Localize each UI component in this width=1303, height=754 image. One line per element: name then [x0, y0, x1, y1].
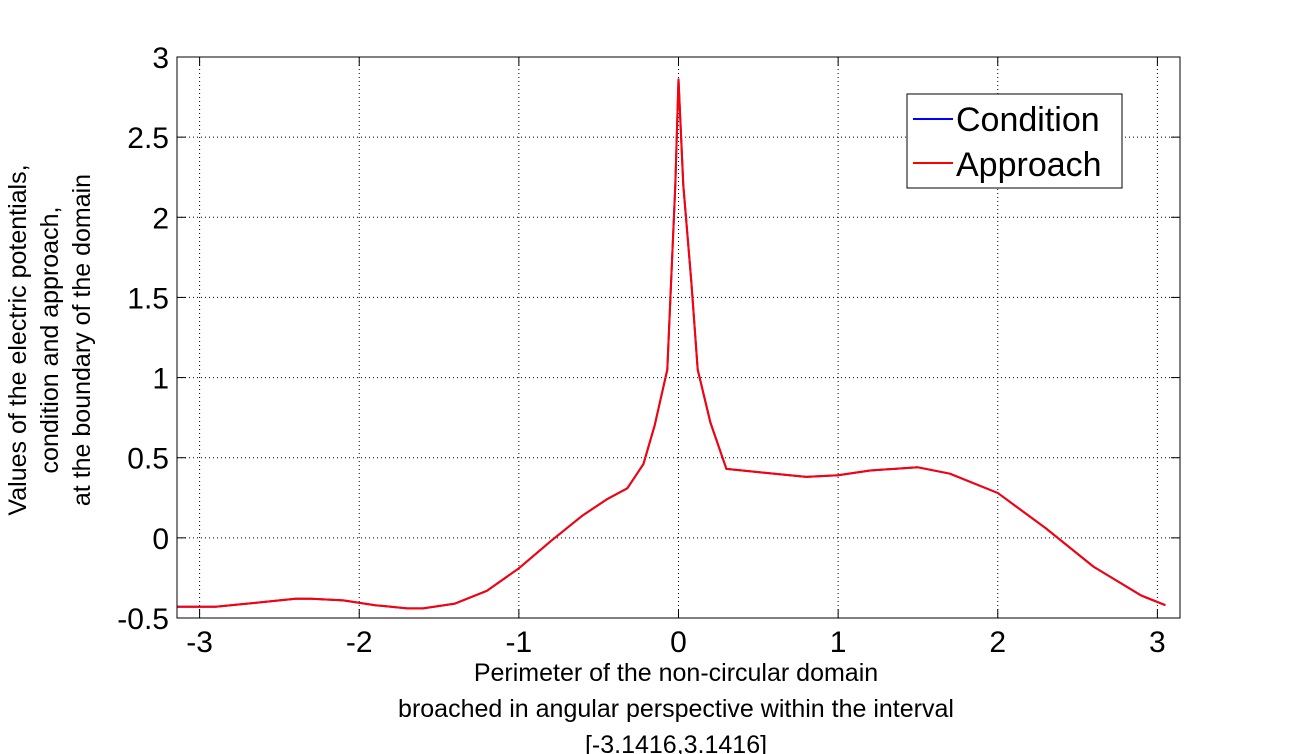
x-axis-label: Perimeter of the non-circular domain bro…: [398, 659, 954, 754]
x-tick-label: 1: [830, 626, 847, 659]
x-tick-label: 2: [989, 626, 1006, 659]
y-tick-label: 2.5: [127, 122, 169, 155]
y-axis-label: Values of the electric potentials, condi…: [4, 164, 96, 515]
x-axis-label-line-2: broached in angular perspective within t…: [398, 695, 954, 723]
x-tick-labels: -3 -2 -1 0 1 2 3: [186, 626, 1165, 659]
legend-label-condition: Condition: [956, 101, 1100, 139]
grid-lines: [177, 56, 1180, 619]
y-tick-label: 3: [152, 42, 169, 75]
x-tick-label: -3: [186, 626, 213, 659]
legend: Condition Approach: [906, 93, 1123, 189]
y-tick-label: 0: [152, 523, 169, 556]
legend-box: [906, 93, 1123, 189]
y-axis-label-line-3: at the boundary of the domain: [68, 174, 96, 506]
x-tick-label: -1: [506, 626, 533, 659]
x-axis-label-line-3: [-3.1416,3.1416]: [585, 731, 767, 754]
x-tick-label: -2: [346, 626, 373, 659]
y-tick-label: -0.5: [117, 603, 169, 636]
y-tick-label: 1: [152, 363, 169, 396]
x-tick-label: 0: [670, 626, 687, 659]
legend-label-approach: Approach: [956, 146, 1102, 184]
y-tick-labels: -0.5 0 0.5 1 1.5 2 2.5 3: [117, 42, 169, 636]
y-tick-label: 0.5: [127, 443, 169, 476]
x-axis-label-line-1: Perimeter of the non-circular domain: [474, 659, 878, 687]
axis-ticks: [177, 56, 1180, 619]
y-axis-label-line-1: Values of the electric potentials,: [4, 164, 32, 515]
y-axis-label-line-2: condition and approach,: [36, 207, 64, 474]
x-tick-label: 3: [1149, 626, 1166, 659]
y-tick-label: 1.5: [127, 282, 169, 315]
plot-series: [177, 78, 1166, 610]
series-line-approach: [177, 78, 1166, 610]
y-tick-label: 2: [152, 202, 169, 235]
